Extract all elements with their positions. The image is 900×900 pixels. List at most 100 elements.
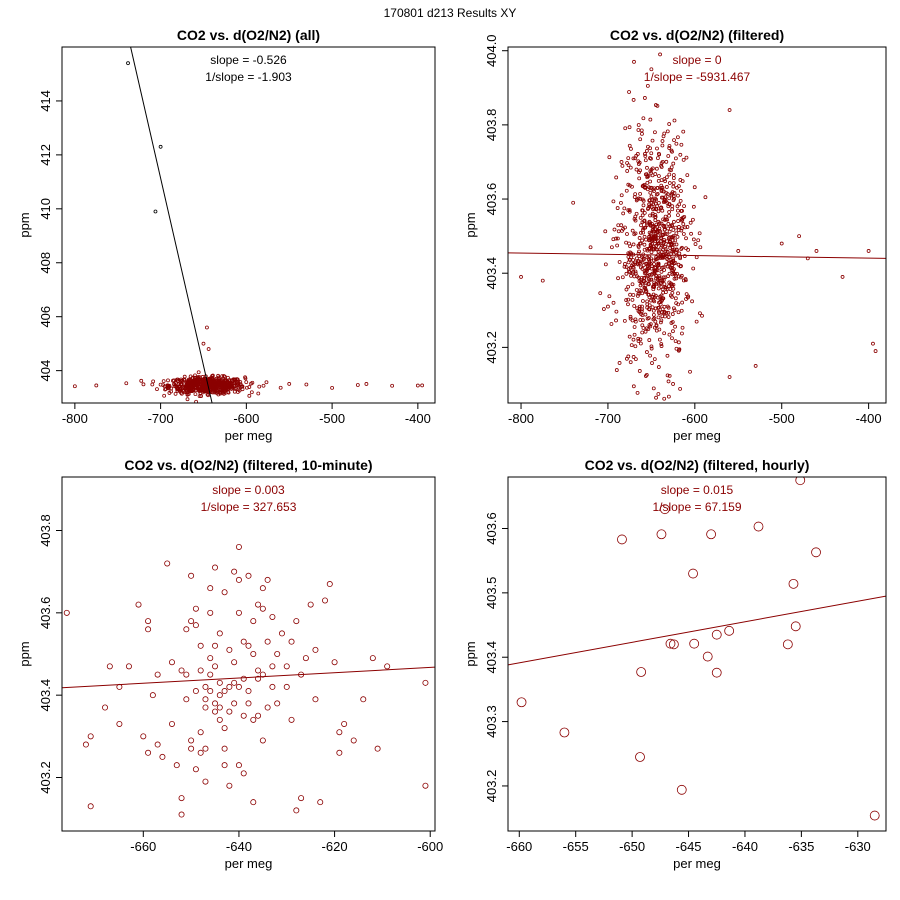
data-point [811, 547, 821, 558]
data-point [675, 135, 680, 140]
data-point [840, 275, 845, 279]
data-point [640, 131, 644, 136]
data-point [626, 163, 631, 168]
slope-annotation: slope = -0.526 [210, 53, 287, 67]
data-point [422, 782, 429, 789]
data-point [636, 128, 641, 132]
data-point [671, 242, 676, 247]
data-point [649, 266, 654, 271]
data-point [633, 269, 638, 274]
data-point [158, 144, 163, 149]
data-point [662, 304, 667, 309]
data-point [197, 667, 204, 674]
data-point [658, 52, 662, 57]
y-tick-label: 403.4 [38, 679, 53, 712]
data-point [264, 704, 271, 711]
data-point [641, 203, 646, 208]
data-point [697, 231, 702, 236]
data-point [680, 217, 685, 222]
data-point [656, 315, 661, 320]
data-point [207, 688, 214, 695]
data-point [673, 261, 678, 265]
data-point [650, 305, 655, 310]
data-point [672, 118, 677, 123]
data-point [656, 281, 660, 286]
data-point [222, 384, 226, 389]
data-point [866, 249, 871, 253]
y-tick-label: 403.2 [484, 770, 499, 803]
data-point [278, 385, 283, 390]
data-point [679, 189, 683, 193]
data-point [238, 380, 243, 384]
data-point [611, 199, 616, 204]
data-point [212, 642, 219, 649]
data-point [655, 229, 660, 234]
x-tick-label: -600 [682, 411, 708, 426]
x-tick-label: -655 [563, 839, 589, 854]
data-point [680, 325, 685, 330]
data-point [179, 391, 184, 396]
data-point [653, 215, 658, 220]
data-point [651, 308, 656, 313]
data-point [647, 202, 651, 207]
data-point [210, 373, 215, 378]
data-point [638, 318, 643, 322]
data-point [637, 304, 642, 309]
data-point [671, 228, 676, 232]
data-point [659, 344, 664, 348]
data-point [668, 639, 679, 650]
data-point [617, 361, 622, 365]
y-tick-label: 403.3 [484, 705, 499, 738]
data-point [619, 160, 624, 164]
data-point [215, 388, 219, 392]
data-point [250, 716, 257, 723]
data-point [650, 173, 655, 178]
data-point [139, 378, 144, 383]
data-point [161, 379, 166, 384]
data-point [663, 218, 667, 222]
data-point [255, 675, 262, 682]
data-point [298, 795, 305, 802]
data-point [649, 156, 653, 161]
data-point [659, 245, 663, 250]
data-point [645, 83, 650, 88]
data-point [656, 261, 661, 266]
data-point [173, 391, 178, 396]
data-point [182, 374, 187, 379]
data-point [179, 378, 184, 383]
data-point [659, 293, 664, 298]
data-point [330, 386, 335, 390]
inverse-slope-annotation: 1/slope = -1.903 [205, 70, 292, 84]
data-point [226, 782, 233, 789]
data-point [635, 306, 640, 311]
data-point [183, 626, 190, 633]
data-point [694, 319, 699, 324]
y-tick-label: 403.2 [484, 331, 499, 364]
y-tick-label: 404 [38, 360, 53, 382]
data-point [94, 383, 99, 388]
data-point [259, 671, 266, 678]
data-point [703, 195, 708, 200]
data-point [669, 321, 674, 325]
data-point [155, 387, 159, 392]
data-point [648, 353, 652, 358]
regression-line [508, 252, 886, 259]
data-point [216, 373, 221, 378]
y-tick-label: 408 [38, 252, 53, 274]
data-point [663, 249, 668, 254]
data-point [374, 745, 381, 752]
data-point [603, 262, 608, 267]
data-point [627, 125, 632, 130]
data-point [622, 206, 627, 211]
data-point [243, 375, 247, 380]
data-point [192, 766, 199, 773]
data-point [691, 217, 695, 222]
data-point [229, 384, 234, 389]
data-point [660, 139, 665, 143]
data-point [633, 317, 638, 322]
data-point [661, 296, 665, 301]
data-point [662, 131, 667, 136]
data-point [670, 223, 674, 227]
inverse-slope-annotation: 1/slope = 67.159 [652, 500, 741, 514]
data-point [197, 394, 202, 399]
